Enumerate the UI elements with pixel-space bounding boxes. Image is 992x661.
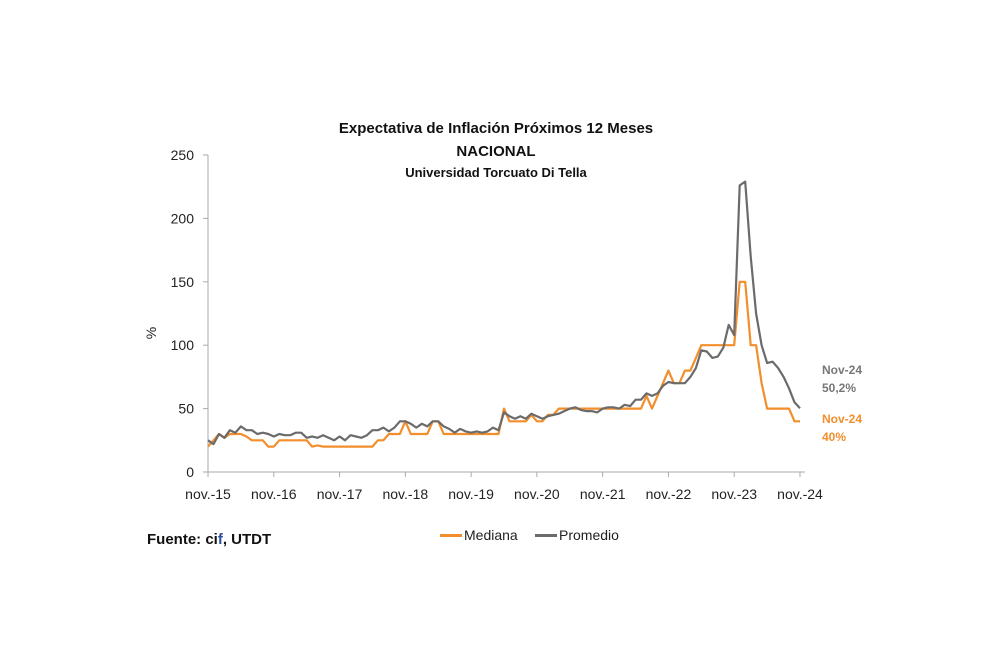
chart-subtitle: NACIONAL bbox=[456, 143, 536, 160]
y-tick-label: 200 bbox=[171, 210, 195, 226]
source-note: Fuente: cif, UTDT bbox=[147, 531, 271, 548]
x-tick-label: nov.-24 bbox=[777, 486, 823, 502]
x-tick-label: nov.-21 bbox=[580, 486, 626, 502]
x-tick-label: nov.-15 bbox=[185, 486, 231, 502]
legend-label-promedio: Promedio bbox=[559, 527, 619, 543]
chart-title: Expectativa de Inflación Próximos 12 Mes… bbox=[338, 120, 654, 137]
x-tick-label: nov.-20 bbox=[514, 486, 560, 502]
source-highlight: f bbox=[217, 531, 223, 548]
y-tick-label: 100 bbox=[171, 337, 195, 353]
mediana-annotation-value: 40% bbox=[822, 430, 847, 444]
legend-label-mediana: Mediana bbox=[464, 527, 518, 543]
y-tick-label: 150 bbox=[171, 274, 195, 290]
legend-item-mediana: Mediana bbox=[440, 527, 518, 543]
source-suffix: , UTDT bbox=[222, 531, 272, 548]
y-axis-label: % bbox=[143, 327, 159, 339]
x-tick-label: nov.-19 bbox=[448, 486, 494, 502]
y-tick-label: 0 bbox=[186, 464, 194, 480]
legend-item-promedio: Promedio bbox=[535, 527, 619, 543]
mediana-annotation: Nov-24 40% bbox=[822, 410, 862, 446]
x-tick-label: nov.-16 bbox=[251, 486, 297, 502]
x-tick-label: nov.-22 bbox=[646, 486, 692, 502]
x-tick-label: nov.-23 bbox=[711, 486, 757, 502]
promedio-annotation: Nov-24 50,2% bbox=[822, 361, 862, 397]
y-tick-label: 250 bbox=[171, 147, 195, 163]
x-tick-label: nov.-18 bbox=[382, 486, 428, 502]
x-tick-label: nov.-17 bbox=[317, 486, 363, 502]
series-line-promedio bbox=[207, 180, 801, 446]
legend-swatch-mediana bbox=[440, 533, 462, 537]
legend-swatch-promedio bbox=[535, 533, 557, 537]
y-tick-label: 50 bbox=[178, 401, 194, 417]
chart-subtitle-2: Universidad Torcuato Di Tella bbox=[405, 165, 587, 180]
promedio-annotation-value: 50,2% bbox=[822, 381, 857, 395]
mediana-annotation-date: Nov-24 bbox=[822, 412, 863, 426]
series-line-mediana bbox=[207, 280, 800, 448]
promedio-annotation-date: Nov-24 bbox=[822, 363, 863, 377]
source-prefix: Fuente: ci bbox=[147, 531, 218, 548]
